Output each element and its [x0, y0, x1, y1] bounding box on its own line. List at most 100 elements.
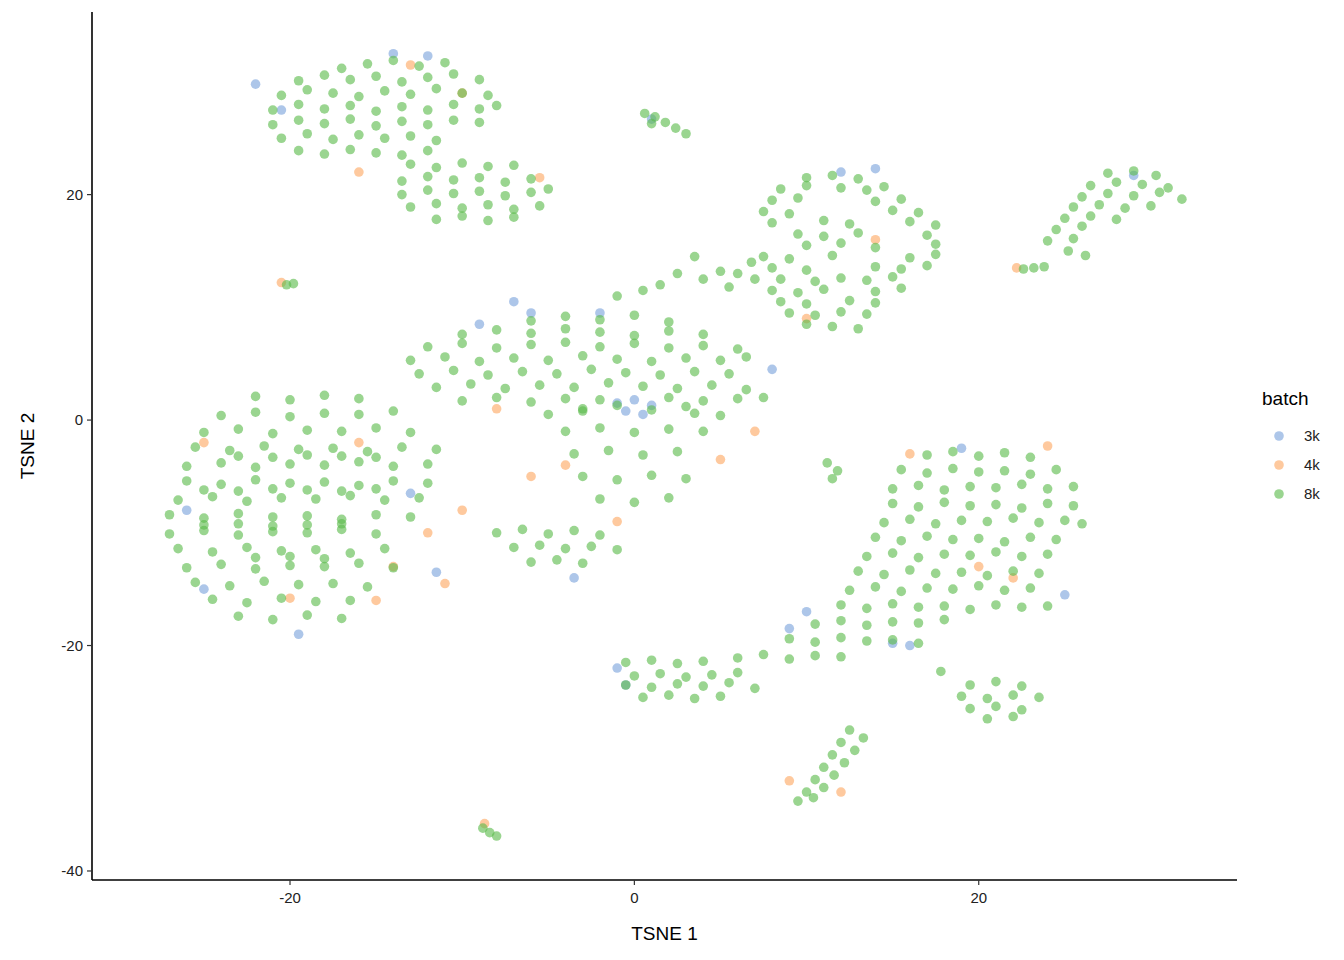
points: [165, 49, 1187, 841]
point: [733, 344, 743, 354]
point: [1077, 519, 1087, 529]
point: [698, 341, 708, 351]
point: [733, 394, 743, 404]
point: [647, 405, 657, 415]
x-axis-title: TSNE 1: [631, 923, 698, 944]
point: [785, 308, 795, 318]
point: [587, 542, 597, 552]
point: [681, 402, 691, 412]
point: [716, 356, 726, 366]
point: [406, 512, 416, 522]
point: [302, 129, 312, 139]
point: [423, 51, 433, 61]
point: [234, 509, 244, 519]
point: [793, 288, 803, 298]
point: [561, 544, 571, 554]
point: [225, 446, 235, 456]
point: [664, 424, 674, 434]
y-axis-title: TSNE 2: [17, 413, 38, 480]
point: [707, 670, 717, 680]
point: [939, 498, 949, 508]
point: [216, 480, 226, 490]
point: [836, 600, 846, 610]
point: [767, 365, 777, 375]
point: [991, 677, 1001, 687]
point: [845, 296, 855, 306]
point: [535, 380, 545, 390]
point: [810, 775, 820, 785]
point: [879, 518, 889, 528]
point: [1069, 482, 1079, 492]
point: [294, 629, 304, 639]
point: [251, 475, 261, 485]
point: [862, 620, 872, 630]
point: [931, 220, 941, 230]
point: [630, 671, 640, 681]
point: [871, 533, 881, 543]
point: [957, 567, 967, 577]
point: [225, 581, 235, 591]
point: [561, 324, 571, 334]
point: [294, 76, 304, 86]
point: [707, 380, 717, 390]
point: [311, 597, 321, 607]
point: [345, 75, 355, 85]
point: [518, 525, 528, 535]
point: [251, 553, 261, 563]
point: [406, 60, 416, 70]
point: [432, 84, 442, 94]
point: [822, 458, 832, 468]
point: [1081, 251, 1091, 261]
tick-label: 20: [970, 889, 987, 906]
point: [802, 319, 812, 329]
point: [638, 286, 648, 296]
point: [630, 498, 640, 508]
point: [914, 638, 924, 648]
point: [836, 738, 846, 748]
point: [595, 395, 605, 405]
point: [983, 571, 993, 581]
point: [1163, 183, 1173, 193]
point: [354, 410, 364, 420]
point: [991, 600, 1001, 610]
point: [251, 407, 261, 417]
point: [569, 383, 579, 393]
point: [587, 365, 597, 375]
point: [1129, 191, 1139, 201]
point: [337, 519, 347, 529]
point: [621, 368, 631, 378]
point: [948, 535, 958, 545]
point: [922, 261, 932, 271]
point: [397, 442, 407, 452]
point: [879, 570, 889, 580]
point: [845, 219, 855, 229]
point: [828, 251, 838, 261]
point: [423, 528, 433, 538]
point: [785, 254, 795, 264]
point: [259, 441, 269, 451]
point: [569, 449, 579, 459]
point: [1043, 499, 1053, 509]
point: [277, 546, 287, 556]
point: [173, 495, 183, 505]
point: [492, 101, 502, 111]
point: [836, 307, 846, 317]
point: [492, 831, 502, 841]
point: [836, 273, 846, 283]
point: [432, 567, 442, 577]
point: [199, 485, 209, 495]
point: [277, 105, 287, 115]
point: [850, 746, 860, 756]
point: [612, 291, 622, 301]
point: [862, 309, 872, 319]
point: [767, 286, 777, 296]
point: [681, 672, 691, 682]
point: [354, 481, 364, 491]
point: [802, 241, 812, 251]
point: [509, 212, 519, 222]
point: [414, 369, 424, 379]
point: [492, 528, 502, 538]
point: [492, 325, 502, 335]
point: [888, 548, 898, 558]
tick-label: -20: [61, 637, 83, 654]
